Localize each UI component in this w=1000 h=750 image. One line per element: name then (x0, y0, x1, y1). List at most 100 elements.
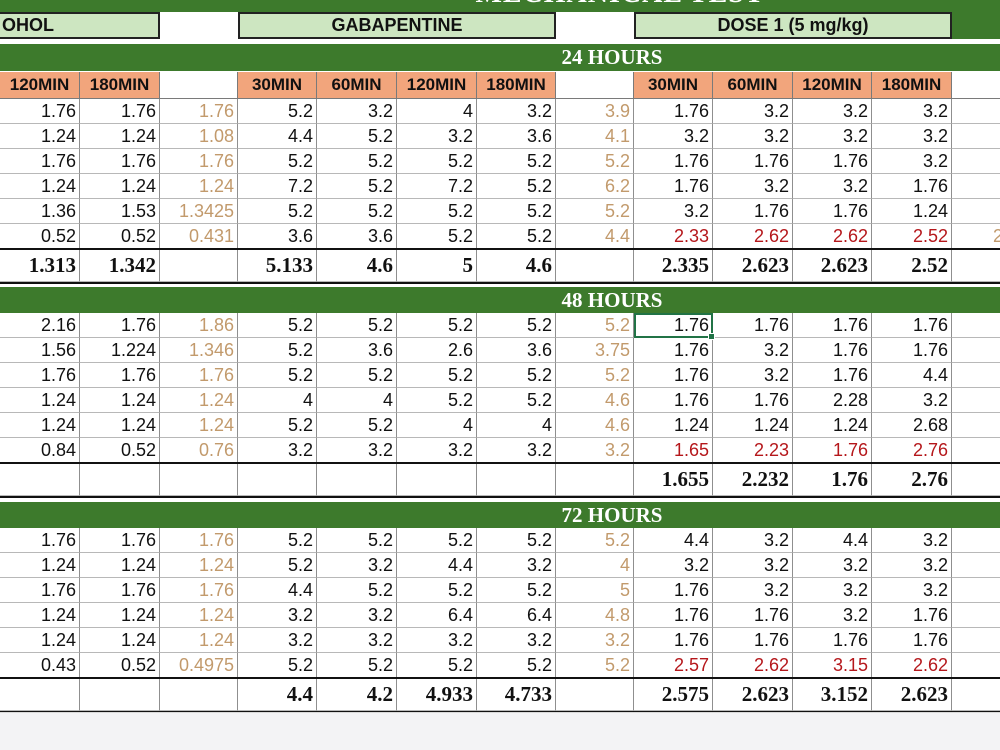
table-cell[interactable]: 5.2 (556, 199, 634, 224)
table-cell[interactable]: 3.6 (477, 124, 556, 149)
table-cell[interactable]: 3.2 (477, 438, 556, 463)
summary-cell[interactable]: 2.76 (872, 464, 952, 496)
table-cell[interactable]: 5.2 (477, 224, 556, 249)
table-cell[interactable]: 2 (952, 99, 1000, 124)
table-cell[interactable]: 1.24 (0, 388, 80, 413)
table-cell[interactable]: 5.2 (477, 578, 556, 603)
table-cell[interactable]: 5.2 (477, 199, 556, 224)
table-cell[interactable]: 1.24 (0, 628, 80, 653)
table-cell[interactable] (952, 413, 1000, 438)
table-cell[interactable]: 1 (952, 313, 1000, 338)
table-cell[interactable]: 1.24 (160, 603, 238, 628)
table-cell[interactable]: 1 (952, 628, 1000, 653)
table-cell[interactable]: 4 (238, 388, 317, 413)
table-cell[interactable]: 2.76 (872, 438, 952, 463)
table-cell[interactable]: 3.2 (713, 553, 793, 578)
table-cell[interactable]: 1.24 (793, 413, 872, 438)
summary-cell[interactable] (556, 679, 634, 711)
summary-cell[interactable] (160, 464, 238, 496)
table-cell[interactable]: 1.76 (793, 438, 872, 463)
table-cell[interactable]: 1.76 (793, 338, 872, 363)
table-cell[interactable]: 5.2 (397, 313, 477, 338)
table-cell[interactable]: 5.2 (556, 149, 634, 174)
table-cell[interactable]: 1.76 (160, 99, 238, 124)
table-cell[interactable]: 5.2 (317, 174, 397, 199)
table-cell[interactable]: 6.4 (477, 603, 556, 628)
table-cell[interactable]: 1.76 (160, 528, 238, 553)
table-cell[interactable]: 1.24 (0, 124, 80, 149)
column-header-col-b[interactable]: 180MIN (80, 72, 160, 99)
table-cell[interactable]: 1.76 (872, 313, 952, 338)
table-cell[interactable]: 3.2 (556, 438, 634, 463)
time-block-header-0[interactable]: 24 HOURS (0, 44, 1000, 71)
table-cell[interactable]: 0.52 (80, 653, 160, 678)
table-cell[interactable]: 1.24 (713, 413, 793, 438)
table-cell[interactable]: 2.33 (634, 224, 713, 249)
table-cell[interactable]: 1.76 (634, 388, 713, 413)
table-cell[interactable] (952, 553, 1000, 578)
table-cell[interactable]: 1.24 (634, 413, 713, 438)
table-cell[interactable]: 1.76 (713, 603, 793, 628)
table-cell[interactable]: 2.57 (634, 653, 713, 678)
table-cell[interactable]: 5.2 (477, 528, 556, 553)
column-header-col-h[interactable] (556, 72, 634, 99)
table-cell[interactable]: 5.2 (477, 174, 556, 199)
table-cell[interactable]: 2.62 (713, 224, 793, 249)
column-header-col-f[interactable]: 120MIN (397, 72, 477, 99)
table-cell[interactable]: 0.76 (160, 438, 238, 463)
table-cell[interactable]: 1.53 (80, 199, 160, 224)
table-cell[interactable]: 4.4 (872, 363, 952, 388)
table-cell[interactable]: 5.2 (317, 653, 397, 678)
table-cell[interactable]: 4.6 (556, 413, 634, 438)
column-header-col-l[interactable]: 180MIN (872, 72, 952, 99)
table-cell[interactable]: 1.24 (160, 174, 238, 199)
summary-cell[interactable] (80, 679, 160, 711)
table-cell[interactable]: 5.2 (238, 413, 317, 438)
table-cell[interactable]: 3.2 (872, 388, 952, 413)
table-cell[interactable]: 3.6 (238, 224, 317, 249)
table-cell[interactable]: 5.2 (238, 653, 317, 678)
table-cell[interactable]: 1.24 (160, 413, 238, 438)
table-cell[interactable]: 1.76 (160, 363, 238, 388)
table-cell[interactable]: 1.24 (160, 553, 238, 578)
table-cell[interactable]: 3.2 (397, 628, 477, 653)
column-header-col-i[interactable]: 30MIN (634, 72, 713, 99)
summary-cell[interactable] (397, 464, 477, 496)
table-cell[interactable]: 1.76 (713, 628, 793, 653)
table-cell[interactable]: 2 (952, 363, 1000, 388)
table-cell[interactable]: 1.76 (634, 338, 713, 363)
table-cell[interactable]: 3.2 (477, 628, 556, 653)
table-cell[interactable]: 3.2 (713, 578, 793, 603)
table-cell[interactable]: 4.6 (556, 388, 634, 413)
table-cell[interactable]: 5.2 (397, 363, 477, 388)
table-cell[interactable]: 3.15 (793, 653, 872, 678)
column-header-col-d[interactable]: 30MIN (238, 72, 317, 99)
table-cell[interactable]: 1.76 (80, 149, 160, 174)
table-cell[interactable]: 1.24 (160, 628, 238, 653)
table-cell[interactable]: 5.2 (238, 363, 317, 388)
table-cell[interactable]: 5.2 (317, 199, 397, 224)
table-cell[interactable]: 3.2 (634, 199, 713, 224)
table-cell[interactable]: 3.2 (713, 124, 793, 149)
table-cell[interactable]: 5.2 (317, 413, 397, 438)
table-cell[interactable]: 5.2 (238, 149, 317, 174)
table-cell[interactable]: 1.76 (872, 603, 952, 628)
table-cell[interactable]: 4 (317, 388, 397, 413)
table-cell[interactable]: 3.2 (238, 603, 317, 628)
table-cell[interactable]: 4.4 (793, 528, 872, 553)
table-cell[interactable]: 7.2 (238, 174, 317, 199)
table-cell[interactable]: 4 (397, 413, 477, 438)
table-cell[interactable]: 1.76 (634, 149, 713, 174)
table-cell[interactable]: 5.2 (238, 313, 317, 338)
table-cell[interactable]: 1.24 (0, 553, 80, 578)
summary-cell[interactable]: 2.623 (793, 250, 872, 282)
table-cell[interactable]: 3.2 (317, 553, 397, 578)
table-cell[interactable]: 5 (556, 578, 634, 603)
table-cell[interactable]: 3.2 (634, 553, 713, 578)
table-cell[interactable]: 2.23 (713, 438, 793, 463)
table-cell[interactable]: 1.76 (80, 528, 160, 553)
table-cell[interactable]: 3.2 (793, 603, 872, 628)
table-cell[interactable]: 5.2 (477, 313, 556, 338)
summary-cell[interactable]: 2.623 (713, 679, 793, 711)
